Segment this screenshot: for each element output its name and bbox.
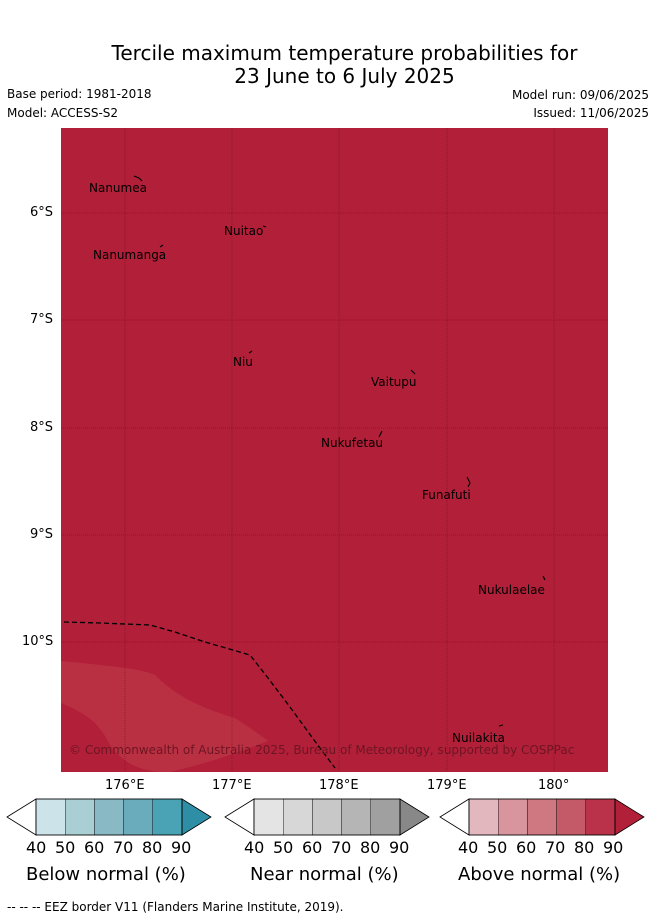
graticule — [61, 128, 608, 772]
island-nanumea — [133, 175, 143, 182]
colorbar-above-segment-40 — [468, 798, 499, 836]
colorbar-title-below: Below normal (%) — [26, 864, 186, 885]
colorbar-above-segment-80 — [585, 798, 616, 836]
lighter-probability-zone — [61, 661, 268, 772]
tick-below-50: 50 — [55, 838, 76, 857]
lon-label-178: 178°E — [319, 778, 359, 793]
place-niu: Niu — [233, 355, 253, 369]
place-funafuti: Funafuti — [422, 488, 471, 502]
colorbar-near-segment-40 — [253, 798, 284, 836]
island-niu — [248, 350, 253, 354]
colorbar-near-segment-50 — [283, 798, 313, 836]
colorbar-near-segment-70 — [341, 798, 372, 836]
place-vaitupu: Vaitupu — [371, 375, 417, 389]
tick-near-70: 70 — [331, 838, 352, 857]
model-run: Model run: 09/06/2025 — [511, 88, 649, 102]
copyright-notice: © Commonwealth of Australia 2025, Bureau… — [69, 743, 575, 757]
colorbar-above-outline — [468, 798, 616, 836]
colorbar-near-normal — [224, 798, 430, 836]
island-nukufetau — [378, 430, 383, 438]
eez-border — [63, 621, 336, 769]
lat-label-9: 9°S — [30, 527, 54, 542]
title-line-1: Tercile maximum temperature probabilitie… — [111, 41, 578, 65]
island-nuitao — [262, 225, 267, 228]
colorbar-above-segment-60 — [527, 798, 557, 836]
colorbar-title-above: Above normal (%) — [458, 864, 621, 885]
colorbar-above-extend-high — [614, 798, 645, 836]
colorbar-above-extend-low — [439, 798, 470, 836]
colorbar-above-segment-70 — [556, 798, 586, 836]
colorbar-below-normal — [6, 798, 212, 836]
map-figure — [61, 128, 608, 772]
tick-near-50: 50 — [273, 838, 294, 857]
lon-label-179: 179°E — [427, 778, 467, 793]
lon-label-180: 180° — [538, 778, 570, 793]
tick-below-80: 80 — [142, 838, 163, 857]
tick-near-90: 90 — [389, 838, 410, 857]
island-vaitupu — [410, 369, 416, 375]
tick-above-90: 90 — [603, 838, 624, 857]
lon-label-176: 176°E — [105, 778, 145, 793]
colorbar-below-segment-80 — [152, 798, 183, 836]
tick-near-40: 40 — [244, 838, 265, 857]
colorbar-below-extend-low — [6, 798, 37, 836]
eez-footnote: -- -- -- EEZ border V11 (Flanders Marine… — [7, 900, 344, 914]
tick-near-80: 80 — [360, 838, 381, 857]
place-nanumea: Nanumea — [89, 181, 147, 195]
lat-label-6: 6°S — [30, 205, 54, 220]
colorbar-near-extend-high — [399, 798, 430, 836]
colorbar-below-segment-50 — [64, 798, 95, 836]
colorbar-below-segment-60 — [94, 798, 124, 836]
tick-above-70: 70 — [545, 838, 566, 857]
island-funafuti — [466, 476, 471, 488]
tick-below-90: 90 — [171, 838, 192, 857]
place-nukulaelae: Nukulaelae — [478, 583, 545, 597]
map-background — [61, 128, 608, 772]
place-nukufetau: Nukufetau — [321, 436, 384, 450]
island-nukulaelae — [542, 575, 546, 581]
colorbar-below-outline — [35, 798, 183, 836]
colorbars-graphic — [6, 798, 645, 836]
colorbar-above-segment-50 — [498, 798, 528, 836]
colorbar-below-segment-40 — [35, 798, 66, 836]
colorbar-near-segment-80 — [370, 798, 401, 836]
place-nuilakita: Nuilakita — [452, 731, 505, 745]
lat-label-7: 7°S — [30, 312, 54, 327]
issued-date: Issued: 11/06/2025 — [533, 106, 649, 120]
place-nanumanga: Nanumanga — [93, 248, 167, 262]
base-period: Base period: 1981-2018 — [7, 87, 152, 101]
tick-above-40: 40 — [458, 838, 479, 857]
model-name: Model: ACCESS-S2 — [7, 106, 119, 120]
tick-near-60: 60 — [302, 838, 323, 857]
lat-label-10: 10°S — [22, 634, 54, 649]
tick-below-40: 40 — [26, 838, 47, 857]
tick-above-60: 60 — [516, 838, 537, 857]
lat-label-8: 8°S — [30, 420, 54, 435]
tick-below-70: 70 — [113, 838, 134, 857]
colorbar-near-segment-60 — [312, 798, 342, 836]
colorbar-below-segment-70 — [123, 798, 153, 836]
lon-label-177: 177°E — [212, 778, 252, 793]
tick-above-50: 50 — [487, 838, 508, 857]
tick-above-80: 80 — [574, 838, 595, 857]
island-nanumanga — [159, 244, 164, 248]
colorbar-near-extend-low — [224, 798, 255, 836]
island-outlines — [133, 175, 546, 727]
colorbar-near-outline — [253, 798, 401, 836]
tick-below-60: 60 — [84, 838, 105, 857]
place-nuitao: Nuitao — [224, 224, 264, 238]
colorbar-title-near: Near normal (%) — [250, 864, 399, 885]
colorbar-above-normal — [439, 798, 645, 836]
island-nuilakita — [498, 724, 504, 727]
colorbar-below-extend-high — [181, 798, 212, 836]
title-line-2: 23 June to 6 July 2025 — [234, 64, 455, 88]
